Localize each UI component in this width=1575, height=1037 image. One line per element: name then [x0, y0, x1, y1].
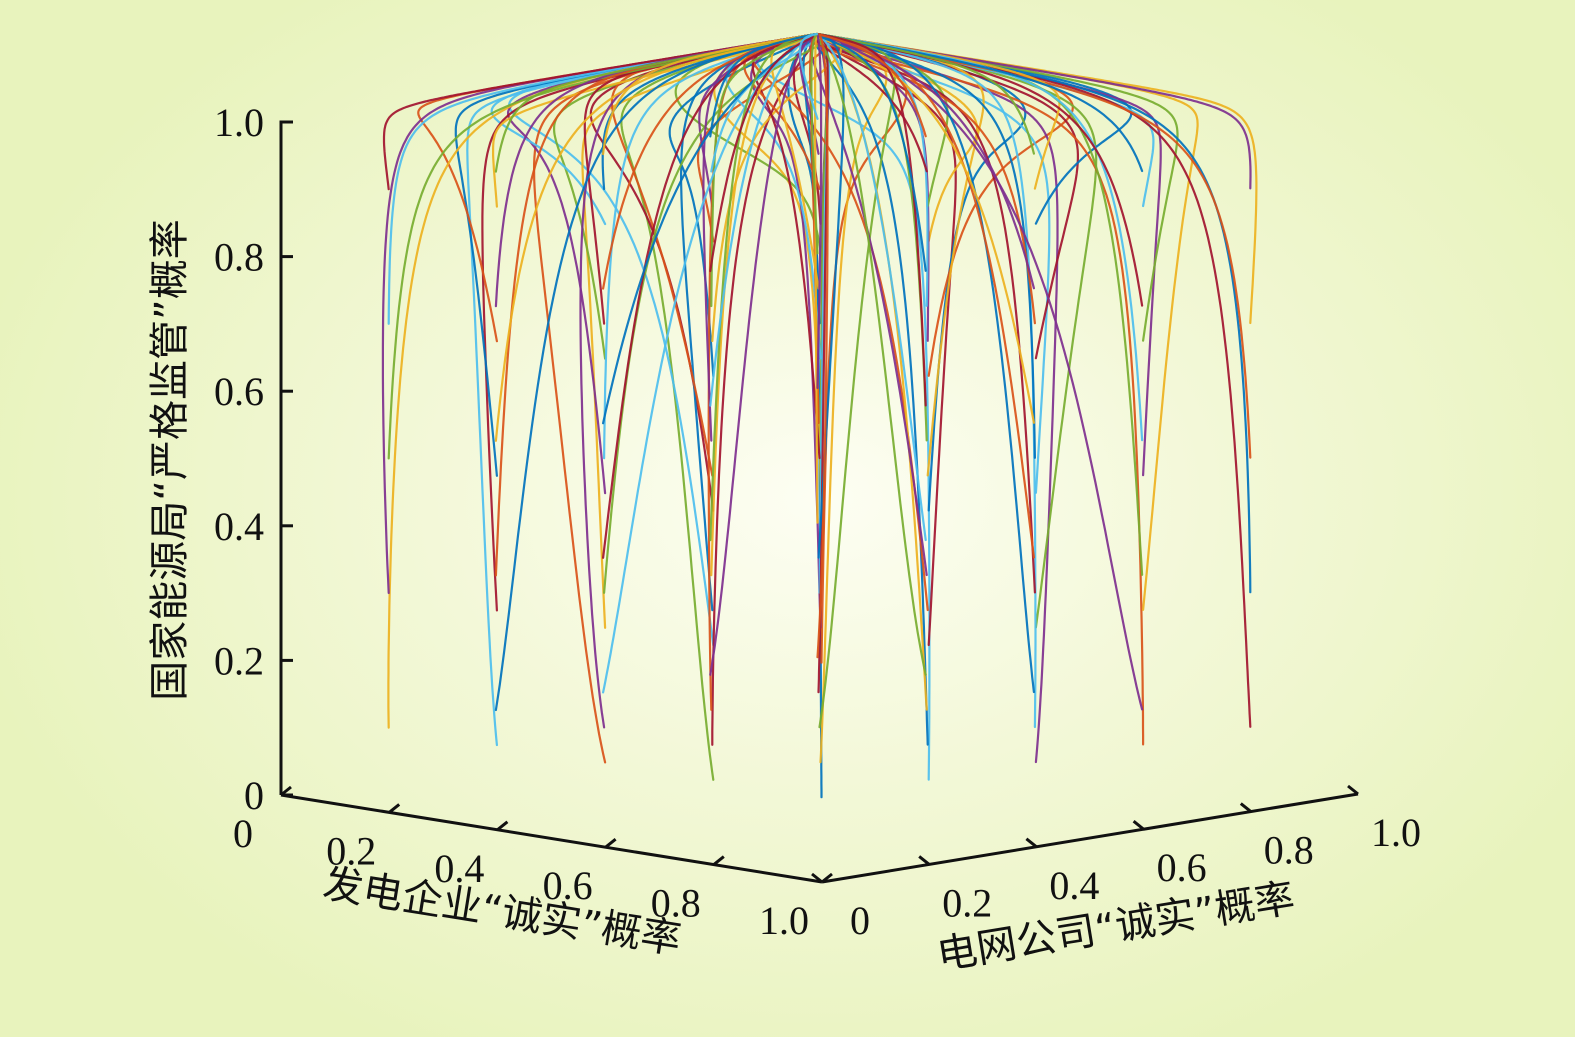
- trajectory-line: [815, 32, 823, 390]
- y-tick-mark: [1239, 802, 1252, 813]
- x-tick-mark: [496, 820, 509, 831]
- y-tick-label: 0.2: [942, 880, 992, 925]
- x-tick-mark: [604, 838, 617, 849]
- trajectory-line: [815, 32, 1036, 559]
- x-tick-mark: [280, 785, 292, 797]
- x-tick-label: 0.8: [651, 881, 701, 926]
- x-tick-mark: [821, 872, 833, 884]
- tick-labels: 0 0.2 0.4 0.6 0.8 1.0 0 0.2 0.4 0.6 0.8 1.0 0 0.2 0.4 0…: [214, 100, 1421, 943]
- y-axis-line: [821, 792, 1359, 884]
- z-tick-label: 0.8: [214, 235, 264, 280]
- y-tick-mark: [811, 872, 823, 884]
- y-tick-mark: [918, 855, 931, 866]
- z-tick-label: 0.6: [214, 369, 264, 414]
- y-tick-label: 0.4: [1049, 863, 1099, 908]
- trajectory-line: [494, 32, 819, 577]
- x-tick-label: 1.0: [759, 898, 809, 943]
- trajectory-line: [466, 32, 819, 747]
- tick-marks: [280, 120, 1359, 884]
- y-tick-label: 0: [850, 898, 870, 943]
- x-axis-title: 发电企业“诚实”概率: [320, 861, 684, 964]
- z-tick-label: 0: [244, 773, 264, 818]
- x-tick-label: 0.2: [326, 828, 376, 873]
- y-tick-label: 0.8: [1264, 828, 1314, 873]
- y-tick-label: 0.6: [1157, 845, 1207, 890]
- trajectory-line: [815, 32, 829, 659]
- y-tick-mark: [1132, 820, 1145, 831]
- x-tick-label: 0: [233, 811, 253, 856]
- z-tick-label: 1.0: [214, 100, 264, 145]
- x-tick-mark: [712, 855, 725, 866]
- x-tick-mark: [388, 803, 401, 814]
- x-tick-label: 0.6: [543, 863, 593, 908]
- y-tick-mark: [1025, 837, 1038, 848]
- z-axis-line: [279, 120, 293, 795]
- trajectory-line: [798, 32, 819, 120]
- z-tick-label: 0.4: [214, 504, 264, 549]
- y-tick-mark: [1347, 784, 1359, 796]
- z-axis-title: 国家能源局“严格监管”概率: [147, 219, 193, 700]
- x-tick-label: 0.4: [434, 846, 484, 891]
- x-axis-line: [280, 793, 823, 884]
- z-tick-label: 0.2: [214, 638, 264, 683]
- trajectory-lines: [381, 32, 1258, 799]
- y-tick-label: 1.0: [1371, 810, 1421, 855]
